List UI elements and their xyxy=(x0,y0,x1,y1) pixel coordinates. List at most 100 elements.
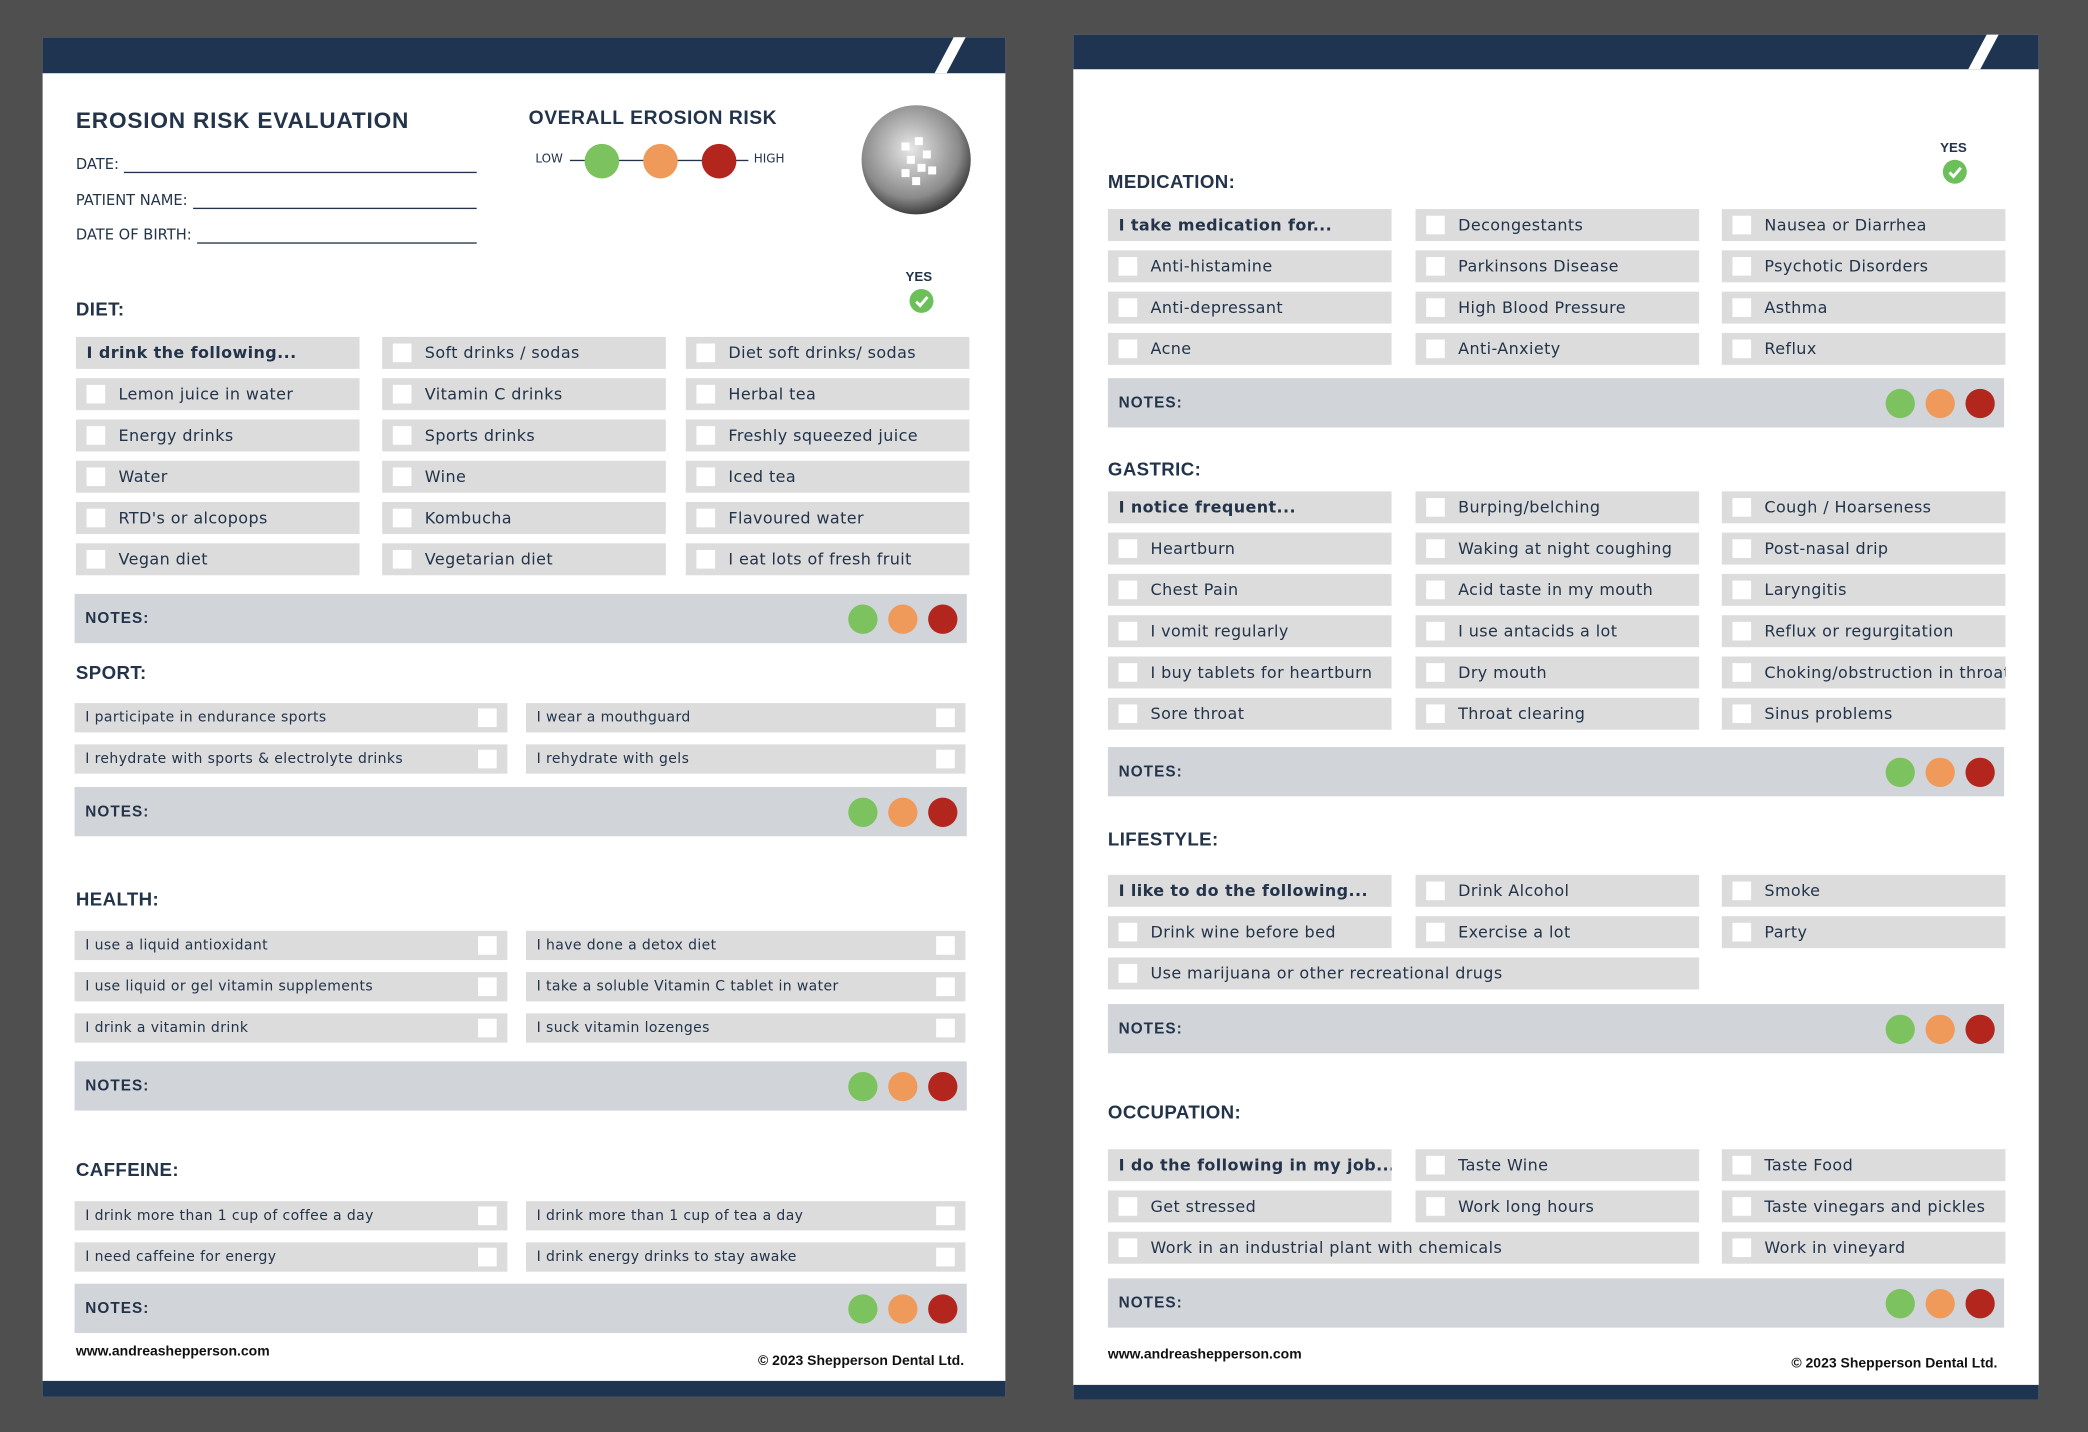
risk-dot xyxy=(1925,757,1955,787)
checkbox[interactable] xyxy=(936,1247,955,1267)
checkbox[interactable] xyxy=(1732,881,1752,901)
checkbox[interactable] xyxy=(392,426,412,445)
checkbox[interactable] xyxy=(86,549,106,569)
checkbox[interactable] xyxy=(478,1206,497,1226)
checkbox[interactable] xyxy=(1732,704,1752,724)
checkbox[interactable] xyxy=(1426,1197,1445,1216)
checkbox[interactable] xyxy=(478,1247,497,1267)
check-icon xyxy=(1942,159,1967,184)
checkbox[interactable] xyxy=(1732,1155,1752,1175)
option-text: I drink a vitamin drink xyxy=(85,1020,249,1037)
checkbox[interactable] xyxy=(1118,539,1138,558)
checkbox[interactable] xyxy=(1732,498,1752,517)
checkbox[interactable] xyxy=(1732,663,1752,682)
option-cell: Nausea or Diarrhea xyxy=(1721,209,2006,242)
checkbox[interactable] xyxy=(1426,539,1445,558)
checkbox[interactable] xyxy=(936,977,955,997)
checkbox[interactable] xyxy=(1118,1238,1138,1258)
risk-dot xyxy=(888,1293,918,1323)
checkbox[interactable] xyxy=(1426,257,1445,276)
checkbox[interactable] xyxy=(1118,663,1138,682)
checkbox[interactable] xyxy=(1426,1155,1445,1175)
risk-dot xyxy=(1965,1014,1995,1044)
checkbox[interactable] xyxy=(478,936,497,955)
checkbox[interactable] xyxy=(86,384,106,404)
checkbox[interactable] xyxy=(1118,298,1138,317)
checkbox[interactable] xyxy=(392,343,412,363)
checkbox[interactable] xyxy=(936,936,955,955)
checkbox[interactable] xyxy=(1426,704,1445,724)
checkbox[interactable] xyxy=(1426,498,1445,517)
option-cell: I rehydrate with sports & electrolyte dr… xyxy=(74,744,508,774)
checkbox[interactable] xyxy=(1426,339,1445,359)
checkbox[interactable] xyxy=(1118,621,1138,641)
checkbox[interactable] xyxy=(1426,580,1445,600)
checkbox[interactable] xyxy=(1732,339,1752,359)
checkbox[interactable] xyxy=(1732,298,1752,317)
checkbox[interactable] xyxy=(86,508,106,528)
option-cell: I drink energy drinks to stay awake xyxy=(525,1242,966,1272)
checkbox[interactable] xyxy=(1118,1197,1138,1216)
checkbox[interactable] xyxy=(86,426,106,445)
checkbox[interactable] xyxy=(478,708,497,728)
checkbox[interactable] xyxy=(696,508,716,528)
checkbox[interactable] xyxy=(1426,922,1445,942)
checkbox[interactable] xyxy=(696,426,716,445)
option-text: Choking/obstruction in throat xyxy=(1764,663,2006,682)
checkbox[interactable] xyxy=(392,467,412,487)
checkbox[interactable] xyxy=(696,467,716,487)
option-cell: I eat lots of fresh fruit xyxy=(685,543,970,576)
risk-dot xyxy=(1885,1288,1915,1318)
top-bar xyxy=(42,37,1006,74)
checkbox[interactable] xyxy=(1732,922,1752,942)
notes-bar: NOTES: xyxy=(1107,1278,2005,1328)
checkbox[interactable] xyxy=(1732,1197,1752,1216)
checkbox[interactable] xyxy=(696,549,716,569)
checkbox[interactable] xyxy=(1732,621,1752,641)
notes-bar: NOTES: xyxy=(74,786,967,837)
checkbox[interactable] xyxy=(1732,1238,1752,1258)
checkbox[interactable] xyxy=(1426,298,1445,317)
checkbox[interactable] xyxy=(478,749,497,769)
checkbox[interactable] xyxy=(1118,922,1138,942)
option-cell: Vitamin C drinks xyxy=(382,378,666,411)
option-cell: Soft drinks / sodas xyxy=(382,336,666,369)
checkbox[interactable] xyxy=(1732,580,1752,600)
notes-label: NOTES: xyxy=(1118,394,1183,411)
checkbox[interactable] xyxy=(392,508,412,528)
option-cell: I use a liquid antioxidant xyxy=(74,930,508,961)
checkbox[interactable] xyxy=(1118,580,1138,600)
checkbox[interactable] xyxy=(696,343,716,363)
checkbox[interactable] xyxy=(1732,539,1752,558)
checkbox[interactable] xyxy=(696,384,716,404)
checkbox[interactable] xyxy=(1426,621,1445,641)
checkbox[interactable] xyxy=(86,467,106,487)
risk-dot xyxy=(928,1071,958,1101)
prompt-text: I drink the following... xyxy=(86,343,297,363)
option-text: I buy tablets for heartburn xyxy=(1150,663,1373,682)
notes-label: NOTES: xyxy=(1118,1295,1183,1311)
checkbox[interactable] xyxy=(1118,339,1138,359)
checkbox[interactable] xyxy=(936,708,955,728)
checkbox[interactable] xyxy=(1118,964,1138,983)
checkbox[interactable] xyxy=(392,549,412,569)
yes-label: YES xyxy=(905,270,933,285)
option-text: Vitamin C drinks xyxy=(424,384,563,404)
checkbox[interactable] xyxy=(936,1206,955,1226)
checkbox[interactable] xyxy=(1426,881,1445,901)
logo-pixel xyxy=(906,155,915,164)
logo-pixel xyxy=(912,177,921,186)
checkbox[interactable] xyxy=(392,384,412,404)
checkbox[interactable] xyxy=(936,1018,955,1038)
checkbox[interactable] xyxy=(1118,704,1138,724)
checkbox[interactable] xyxy=(1732,215,1752,235)
checkbox[interactable] xyxy=(1426,663,1445,682)
checkbox[interactable] xyxy=(1732,257,1752,276)
option-cell: Herbal tea xyxy=(685,378,970,411)
checkbox[interactable] xyxy=(1426,215,1445,235)
checkbox[interactable] xyxy=(478,977,497,997)
checkbox[interactable] xyxy=(936,749,955,769)
checkbox[interactable] xyxy=(478,1018,497,1038)
risk-dot xyxy=(1965,1288,1995,1318)
checkbox[interactable] xyxy=(1118,257,1138,276)
